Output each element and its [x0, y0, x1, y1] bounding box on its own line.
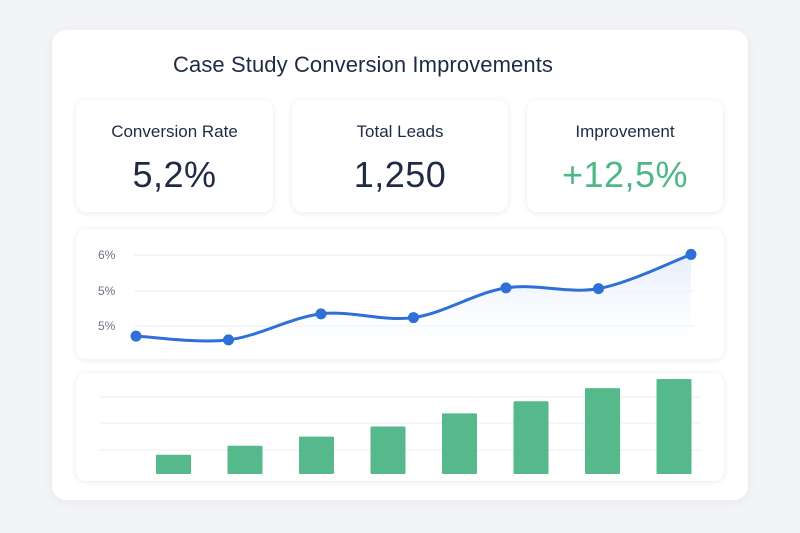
- kpi-label: Conversion Rate: [111, 122, 238, 141]
- bar: [585, 388, 620, 474]
- kpi-card-total-leads: Total Leads 1,250: [292, 100, 508, 212]
- data-point: [130, 330, 142, 342]
- kpi-label: Improvement: [575, 122, 675, 141]
- line-chart-panel: 6% 5% 5%: [76, 229, 724, 359]
- data-point: [315, 308, 327, 320]
- kpi-value: +12,5%: [561, 154, 689, 195]
- data-point: [223, 334, 234, 346]
- bar: [370, 426, 406, 474]
- bar-chart-panel: [76, 373, 724, 481]
- y-tick-label: 5%: [98, 319, 116, 333]
- bar: [156, 454, 191, 474]
- kpi-value: 5,2%: [132, 154, 217, 195]
- bar: [227, 445, 263, 474]
- data-point: [593, 283, 604, 295]
- y-tick-label: 6%: [98, 248, 116, 262]
- kpi-card-conversion-rate: Conversion Rate 5,2%: [76, 100, 273, 212]
- bar: [513, 401, 549, 474]
- kpi-value: 1,250: [353, 154, 447, 195]
- kpi-label: Total Leads: [356, 122, 444, 141]
- bar-chart: [100, 379, 700, 474]
- data-point: [500, 282, 512, 294]
- line-chart: 6% 5% 5%: [98, 248, 697, 351]
- bar: [299, 436, 334, 474]
- y-tick-label: 5%: [98, 284, 116, 298]
- bar: [442, 413, 477, 474]
- data-point: [685, 248, 697, 260]
- bar: [656, 379, 692, 474]
- page-title: Case Study Conversion Improvements: [173, 52, 554, 77]
- kpi-card-improvement: Improvement +12,5%: [527, 100, 723, 212]
- data-point: [408, 312, 419, 324]
- line-area-fill: [136, 254, 691, 351]
